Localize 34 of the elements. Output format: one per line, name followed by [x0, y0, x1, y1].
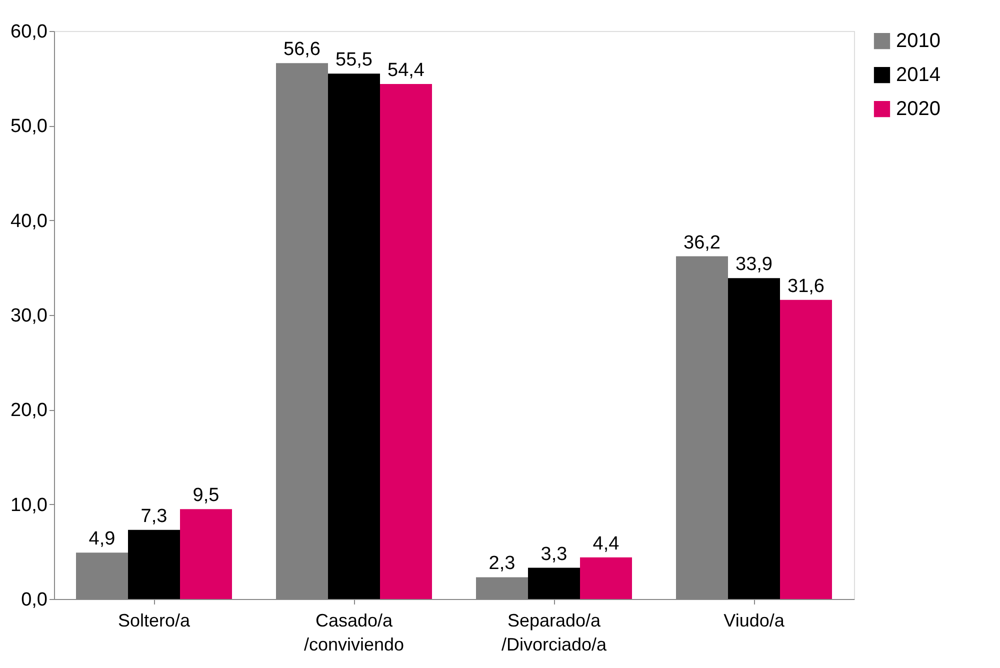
data-label: 7,3	[140, 506, 168, 527]
x-tick-label: Separado/a /Divorciado/a	[501, 610, 608, 654]
data-label: 56,6	[284, 39, 320, 60]
bar	[728, 278, 780, 599]
bar	[328, 74, 380, 599]
data-label: 55,5	[336, 50, 372, 71]
legend-label: 2010	[896, 30, 940, 52]
y-tick-label: 60,0	[10, 22, 48, 42]
data-label: 3,3	[540, 544, 568, 565]
x-tick-label: Soltero/a	[118, 610, 192, 630]
x-tick-label: Casado/a /conviviendo	[304, 610, 404, 654]
data-label: 36,2	[684, 232, 720, 254]
bar	[528, 568, 580, 599]
legend-label: 2020	[896, 98, 940, 120]
y-tick-label: 0,0	[21, 590, 48, 610]
y-tick-label: 50,0	[10, 116, 48, 138]
bar	[128, 530, 180, 599]
bar	[780, 300, 832, 599]
data-label: 4,4	[592, 533, 620, 554]
data-label: 33,9	[736, 254, 772, 276]
bar	[180, 509, 232, 599]
y-tick-label: 20,0	[10, 400, 48, 422]
data-label: 54,4	[388, 60, 425, 82]
bar	[580, 557, 632, 599]
data-label: 4,9	[88, 528, 116, 550]
data-label: 2,3	[488, 553, 516, 574]
bar	[380, 84, 432, 599]
data-label: 31,6	[788, 276, 824, 297]
y-tick-label: 40,0	[10, 210, 48, 232]
data-label: 9,5	[192, 485, 220, 506]
x-tick-label: Viudo/a	[724, 610, 786, 630]
y-tick-label: 10,0	[10, 494, 48, 516]
legend-label: 2014	[896, 64, 940, 86]
y-tick-label: 30,0	[10, 306, 48, 326]
